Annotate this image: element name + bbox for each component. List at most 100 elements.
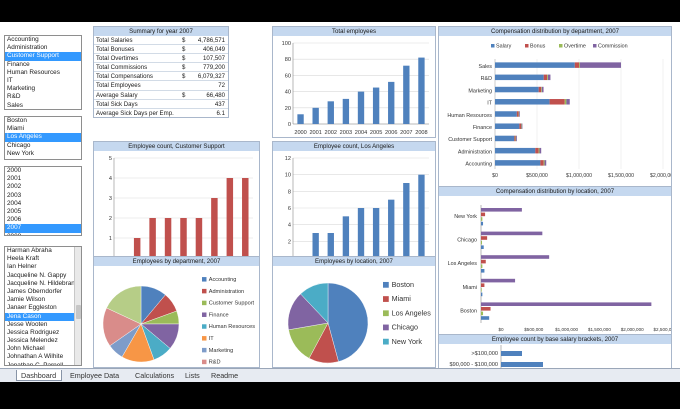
bar-2004 xyxy=(357,208,365,258)
years-item-2005[interactable]: 2005 xyxy=(7,207,22,215)
x-tick-label: 2005 xyxy=(370,130,382,136)
years-item-2006[interactable]: 2006 xyxy=(7,216,22,224)
departments-item-finance[interactable]: Finance xyxy=(7,60,30,68)
years-item-2003[interactable]: 2003 xyxy=(7,191,22,199)
employees-item-ian-helner[interactable]: Ian Helner xyxy=(7,263,37,271)
locations-item-boston[interactable]: Boston xyxy=(7,117,27,124)
bar-2006 xyxy=(388,199,395,258)
total-employees-title: Total employees xyxy=(273,27,435,36)
locations-item-miami[interactable]: Miami xyxy=(7,125,25,133)
bar-chicago-commission xyxy=(481,245,484,249)
summary-value: 6.1 xyxy=(216,109,225,117)
legend-swatch xyxy=(383,296,389,302)
summary-row: Total Overtimes $107,507 xyxy=(94,54,228,64)
location-pie-title: Employees by location, 2007 xyxy=(273,257,435,266)
summary-currency: $ xyxy=(182,55,186,63)
bar-sales-salary xyxy=(495,62,575,68)
employees-item-jacqueline-n-hildebrand[interactable]: Jacqueline N. Hildebrand xyxy=(7,279,79,287)
employees-item-jena-cason[interactable]: Jena Cason xyxy=(5,312,81,321)
sheet-tab-employee-data[interactable]: Employee Data xyxy=(70,371,120,380)
employees-item-jessica-rodriguez[interactable]: Jessica Rodriguez xyxy=(7,328,60,336)
employees-item-jamie-wilson[interactable]: Jamie Wilson xyxy=(7,296,45,304)
y-tick-label: Human Resources xyxy=(447,113,492,119)
bar-chicago-salary xyxy=(481,231,543,236)
departments-item-administration[interactable]: Administration xyxy=(7,44,48,52)
legend-label: Customer Support xyxy=(209,301,255,307)
legend-label: Commission xyxy=(598,44,628,50)
years-item-2002[interactable]: 2002 xyxy=(7,183,22,191)
bar-miami-bonus xyxy=(481,283,485,287)
employees-item-harman-abraha[interactable]: Harman Abraha xyxy=(7,247,52,254)
x-tick-label: 2004 xyxy=(355,130,367,136)
customer-support-chart: 0123452000200120022003200420052006200720… xyxy=(109,156,253,270)
x-tick-label: $2,500,000 xyxy=(654,327,672,332)
excel-dashboard-sheet: Accounting Administration Customer Support… xyxy=(0,22,680,382)
y-tick-label: 80 xyxy=(285,57,291,63)
years-item-2000[interactable]: 2000 xyxy=(7,167,22,174)
scrollbar-thumb[interactable] xyxy=(76,305,81,319)
department-listbox[interactable]: Accounting Administration Customer Support… xyxy=(4,35,82,110)
location-pie-chart: Boston Miami Los Angeles Chicago New York xyxy=(287,280,432,364)
location-listbox[interactable]: Boston Miami Los Angeles Chicago New York xyxy=(4,116,82,160)
employees-item-jessica-melendez[interactable]: Jessica Melendez xyxy=(7,337,58,345)
salary-brackets-title: Employee count by base salary brackets, … xyxy=(439,335,671,344)
bar-finance-bonus xyxy=(519,123,522,129)
locations-item-new-york[interactable]: New York xyxy=(7,149,34,157)
years-item-2008[interactable]: 2008 xyxy=(7,232,22,236)
y-tick-label: 6 xyxy=(288,206,291,212)
year-listbox[interactable]: 2000 2001 2002 2003 2004 2005 2006 2007 2008 xyxy=(4,166,82,236)
years-item-2001[interactable]: 2001 xyxy=(7,175,22,183)
departments-item-r-d[interactable]: R&D xyxy=(7,93,21,101)
employees-item-jonathan-c-parnell[interactable]: Jonathan C. Parnell xyxy=(7,361,64,366)
departments-item-marketing[interactable]: Marketing xyxy=(7,85,36,93)
employees-item-janaer-eggleston[interactable]: Janaer Eggleston xyxy=(7,304,57,312)
x-tick-label: $1,500,000 xyxy=(588,327,611,332)
employees-item-jacqueline-n-gappy[interactable]: Jacqueline N. Gappy xyxy=(7,271,67,279)
sheet-tab-readme[interactable]: Readme xyxy=(211,371,239,380)
employees-item-heela-kraft[interactable]: Heela Kraft xyxy=(7,255,39,263)
sheet-tab-calculations[interactable]: Calculations xyxy=(135,371,175,380)
locations-item-los-angeles[interactable]: Los Angeles xyxy=(5,133,81,142)
bar-2004 xyxy=(180,218,187,258)
years-item-2004[interactable]: 2004 xyxy=(7,199,22,207)
sheet-tab-lists[interactable]: Lists xyxy=(185,371,200,380)
bar-customer-support-bonus xyxy=(514,135,516,142)
legend-label: Accounting xyxy=(209,277,237,283)
summary-row: Total Compensations $6,079,327 xyxy=(94,72,228,82)
employee-listbox[interactable]: Harman Abraha Heela Kraft Ian Helner Jacque… xyxy=(4,246,82,366)
bar-boston-salary xyxy=(481,302,652,306)
departments-item-accounting[interactable]: Accounting xyxy=(7,36,39,43)
departments-item-human-resources[interactable]: Human Resources xyxy=(7,68,60,76)
employees-item-john-michael[interactable]: John Michael xyxy=(7,345,45,353)
employee-list-scrollbar[interactable] xyxy=(74,247,81,365)
summary-title: Summary for year 2007 xyxy=(94,27,228,36)
legend-swatch xyxy=(491,44,495,48)
legend-label: R&D xyxy=(209,360,221,366)
legend-label: Los Angeles xyxy=(392,308,432,317)
legend-label: Administration xyxy=(209,289,244,295)
bar-2008 xyxy=(418,57,425,124)
bar-chicago-bonus xyxy=(481,236,488,240)
summary-currency: $ xyxy=(182,37,186,44)
departments-item-sales[interactable]: Sales xyxy=(7,101,23,109)
bar-marketing-overtime xyxy=(541,86,542,93)
bar-los-angeles-overtime xyxy=(481,264,483,268)
los-angeles-panel: Employee count, Los Angeles 024681012200… xyxy=(272,141,436,272)
legend-swatch xyxy=(383,281,389,288)
employees-item-james-oberndorfer[interactable]: James Oberndorfer xyxy=(7,287,63,295)
years-item-2007[interactable]: 2007 xyxy=(5,224,81,233)
bar-it-overtime xyxy=(564,99,567,105)
summary-currency: $ xyxy=(182,64,186,72)
employees-item-jesse-wooten[interactable]: Jesse Wooten xyxy=(7,320,48,328)
bar-los-angeles-bonus xyxy=(481,259,486,264)
bar-2007 xyxy=(226,178,234,258)
locations-item-chicago[interactable]: Chicago xyxy=(7,141,31,149)
departments-item-it[interactable]: IT xyxy=(7,76,13,84)
sheet-tab-dashboard[interactable]: Dashboard xyxy=(16,370,62,381)
y-tick-label: Los Angeles xyxy=(448,261,478,267)
employees-item-johnathan-a-wilhite[interactable]: Johnathan A Wilhite xyxy=(7,353,64,361)
x-tick-label: $0 xyxy=(492,173,498,179)
bar-2003 xyxy=(164,218,172,258)
summary-row: Total Salaries $4,786,571 xyxy=(94,36,228,46)
departments-item-customer-support[interactable]: Customer Support xyxy=(5,52,81,61)
